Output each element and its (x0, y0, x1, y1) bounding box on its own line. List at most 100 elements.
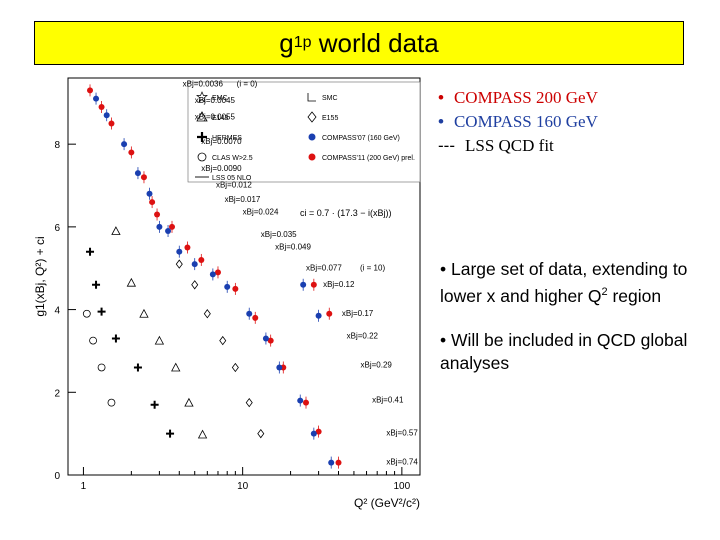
bin-label: xBj=0.74 (386, 458, 418, 467)
e143-point (126, 277, 137, 287)
star-marker-icon (196, 91, 208, 103)
hermes-point (111, 334, 120, 343)
compass-160-point (297, 397, 304, 404)
bullet-icon: • (438, 112, 444, 131)
hermes-point (133, 363, 142, 372)
e155-point (219, 335, 227, 346)
bin-label: xBj=0.22 (347, 332, 379, 341)
bin-label: xBj=0.0070 (201, 137, 242, 146)
clas-point (107, 398, 116, 407)
compass-200-point (198, 256, 205, 263)
compass-160-point (103, 112, 110, 119)
bullet-qcd: • Will be included in QCD global analyse… (440, 329, 688, 373)
bin-label: xBj=0.0045 (195, 96, 236, 105)
compass-160-point (262, 335, 269, 342)
bin-label: xBj=0.41 (372, 396, 404, 405)
compass-160-point (176, 248, 183, 255)
hermes-point (166, 429, 175, 438)
title-sup: p (302, 34, 312, 51)
y-tick-label: 0 (54, 471, 60, 482)
formula-label: ci = 0.7 · (17.3 − i(xBj)) (300, 208, 392, 218)
e143-point (197, 429, 208, 439)
compass-200-point (184, 244, 191, 251)
compass-200-point (232, 285, 239, 292)
l-marker-icon (307, 93, 316, 102)
clas-point (89, 336, 97, 345)
legend-entry-label: E155 (322, 115, 338, 122)
bin-label: xBj=0.0090 (201, 164, 242, 173)
compass-160-point (310, 430, 317, 437)
x-tick-label: 100 (394, 481, 411, 492)
series-compass-11-200-gev-prel- (87, 84, 342, 469)
hermes-point (97, 307, 106, 316)
diamond-marker-icon (307, 111, 317, 123)
blue-dot-marker-icon (308, 133, 316, 141)
e143-point (139, 308, 149, 318)
y-tick-label: 2 (54, 388, 60, 399)
compass-200-point (169, 223, 176, 230)
legend-entry-label: HERMES (212, 135, 242, 142)
x-tick-label: 1 (81, 481, 87, 492)
compass-160-point (146, 190, 153, 197)
legend-compass-160: • COMPASS 160 GeV (438, 110, 598, 134)
e143-point (111, 226, 121, 235)
series-e155 (175, 259, 265, 439)
bin-label: xBj=0.017 (225, 195, 261, 204)
compass-160-point (224, 283, 231, 290)
compass-160-point (209, 271, 216, 278)
bullet1-sup: 2 (601, 286, 608, 298)
legend-entry-label: EMC (212, 95, 228, 102)
bin-label: xBj=0.0036 (183, 79, 224, 88)
hermes-point (92, 280, 101, 289)
hermes-point (86, 247, 95, 256)
bin-label: xBj=0.049 (275, 243, 311, 252)
compass-160-point (165, 228, 172, 235)
legend-entry-label: COMPASS'11 (200 GeV) prel. (322, 155, 415, 162)
legend-entry-label: CLAS W>2.5 (212, 155, 253, 162)
comparison-legend: • COMPASS 200 GeV • COMPASS 160 GeV --- LSS… (438, 86, 598, 158)
legend-compass-160-label: COMPASS 160 GeV (453, 112, 598, 131)
series-compass-07-160-gev- (93, 92, 335, 469)
compass-200-point (326, 310, 333, 317)
legend-entry-label: SMC (322, 95, 338, 102)
compass-200-point (140, 174, 147, 181)
compass-160-point (121, 141, 128, 148)
compass-200-point (108, 120, 115, 127)
e155-point (203, 309, 211, 319)
legend-compass-200: • COMPASS 200 GeV (438, 86, 598, 110)
title-rest: world data (311, 27, 439, 58)
legend-lss-fit-label: LSS QCD fit (464, 136, 554, 155)
e143-point (154, 335, 165, 345)
compass-160-point (315, 312, 322, 319)
y-tick-label: 6 (54, 223, 60, 234)
compass-200-point (252, 314, 259, 321)
legend-entry-label: E143 (212, 115, 228, 122)
compass-160-point (93, 95, 100, 102)
y-tick-label: 8 (54, 140, 60, 151)
e155-point (245, 397, 253, 408)
compass-200-point (149, 199, 156, 206)
compass-160-point (328, 459, 335, 466)
y-tick-label: 4 (54, 306, 60, 317)
hermes-point (150, 400, 159, 409)
compass-160-point (134, 170, 141, 177)
compass-200-point (154, 211, 161, 218)
dash-icon: --- (438, 136, 455, 155)
series-hermes (86, 247, 175, 438)
compass-160-point (156, 223, 163, 230)
bin-note: (i = 10) (360, 263, 385, 272)
compass-200-point (267, 337, 274, 344)
e155-point (191, 280, 199, 290)
bullet-large-data: • Large set of data, extending to lower … (440, 258, 690, 308)
bin-label: xBj=0.29 (361, 360, 393, 369)
e143-point (184, 397, 194, 407)
circle-marker-icon (197, 152, 207, 162)
bin-label: xBj=0.0055 (195, 112, 236, 121)
compass-200-point (98, 103, 105, 110)
compass-160-point (300, 281, 307, 288)
compass-200-point (310, 281, 317, 288)
series-clas-w-2-5 (82, 309, 116, 407)
compass-200-point (214, 269, 221, 276)
bin-label: xBj=0.12 (323, 280, 355, 289)
